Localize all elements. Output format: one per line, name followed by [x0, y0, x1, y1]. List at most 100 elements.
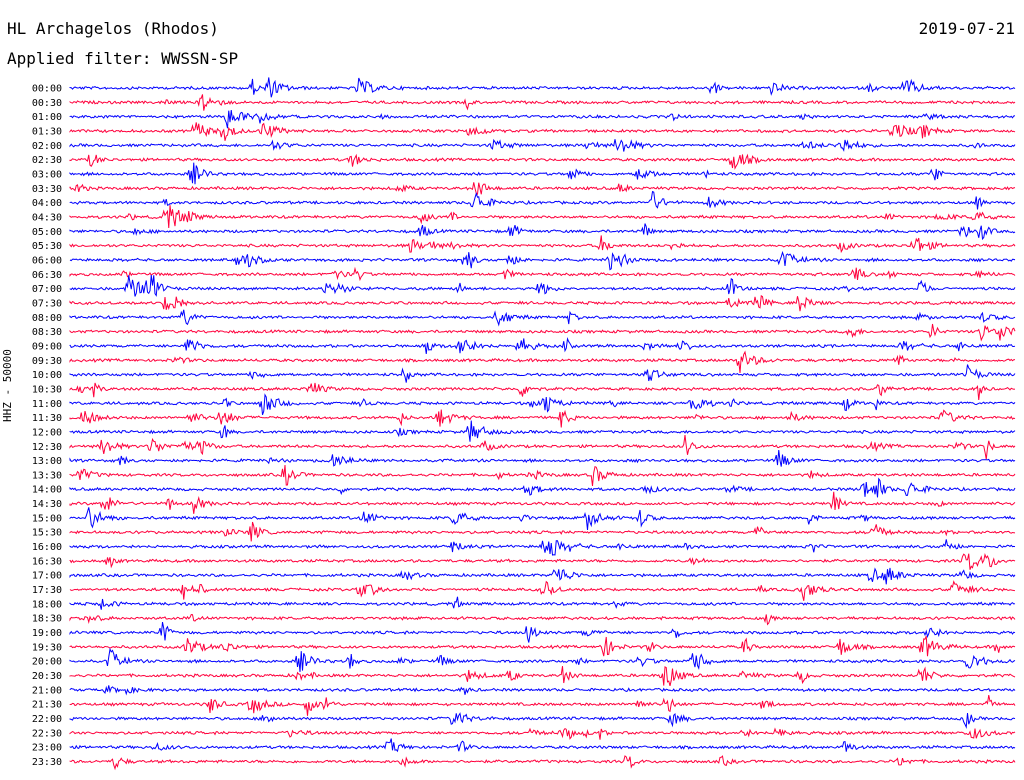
time-label: 19:00 [32, 628, 62, 639]
time-label: 22:00 [32, 714, 62, 725]
trace-line [69, 539, 1016, 556]
time-label: 12:30 [32, 442, 62, 453]
trace-line [69, 580, 1016, 601]
trace-line [69, 382, 1016, 401]
time-label: 03:30 [32, 184, 62, 195]
time-label: 02:00 [32, 141, 62, 152]
trace-line [69, 235, 1016, 254]
time-label: 07:00 [32, 284, 62, 295]
time-label: 05:00 [32, 227, 62, 238]
time-label: 17:30 [32, 585, 62, 596]
trace-line [69, 596, 1016, 610]
trace-line [69, 755, 1016, 771]
time-label: 01:00 [32, 112, 62, 123]
time-label: 04:00 [32, 198, 62, 209]
trace-line [69, 420, 1016, 442]
trace-line [69, 266, 1016, 282]
filter-label: Applied filter: WWSSN-SP [7, 49, 239, 68]
station-title: HL Archagelos (Rhodos) [7, 19, 219, 38]
trace-line [69, 153, 1016, 170]
trace-line [69, 94, 1016, 111]
trace-line [69, 685, 1016, 696]
time-label: 18:00 [32, 599, 62, 610]
time-label: 03:00 [32, 169, 62, 180]
time-label: 23:00 [32, 743, 62, 754]
time-label: 02:30 [32, 155, 62, 166]
time-label: 11:30 [32, 413, 62, 424]
trace-line [69, 666, 1016, 687]
time-label: 05:30 [32, 241, 62, 252]
trace-line [69, 275, 1016, 297]
trace-line [69, 323, 1016, 342]
trace-line [69, 190, 1016, 210]
time-label: 06:00 [32, 255, 62, 266]
time-label: 21:30 [32, 700, 62, 711]
trace-line [69, 450, 1016, 467]
time-label: 13:30 [32, 470, 62, 481]
time-label: 08:00 [32, 313, 62, 324]
trace-line [69, 552, 1016, 570]
trace-line [69, 622, 1016, 643]
time-label: 14:00 [32, 485, 62, 496]
time-label: 19:30 [32, 642, 62, 653]
trace-line [69, 435, 1016, 460]
trace-line [69, 727, 1016, 740]
time-label: 20:30 [32, 671, 62, 682]
trace-line [69, 567, 1016, 585]
trace-line [69, 223, 1016, 241]
trace-line [69, 350, 1016, 373]
trace-line [69, 695, 1016, 716]
trace-line [69, 613, 1016, 626]
trace-line [69, 110, 1016, 129]
trace-line [69, 409, 1016, 428]
time-label: 00:00 [32, 84, 62, 95]
trace-line [69, 507, 1016, 531]
time-label: 15:00 [32, 513, 62, 524]
trace-line [69, 205, 1016, 229]
time-label: 20:00 [32, 657, 62, 668]
trace-line [69, 712, 1016, 730]
trace-line [69, 162, 1016, 185]
trace-line [69, 738, 1016, 753]
time-label: 09:30 [32, 356, 62, 367]
time-label: 16:30 [32, 556, 62, 567]
trace-line [69, 393, 1016, 415]
trace-line [69, 647, 1016, 672]
trace-line [69, 636, 1016, 657]
time-label: 21:00 [32, 685, 62, 696]
trace-line [69, 182, 1016, 196]
trace-line [69, 491, 1016, 514]
time-label: 10:00 [32, 370, 62, 381]
trace-line [69, 122, 1016, 141]
time-label: 10:30 [32, 384, 62, 395]
time-label: 23:30 [32, 757, 62, 768]
trace-line [69, 250, 1016, 271]
time-label: 16:00 [32, 542, 62, 553]
trace-line [69, 336, 1016, 354]
trace-line [69, 464, 1016, 486]
time-label: 13:00 [32, 456, 62, 467]
trace-line [69, 77, 1016, 98]
trace-line [69, 364, 1016, 383]
time-label: 12:00 [32, 427, 62, 438]
time-label: 14:30 [32, 499, 62, 510]
trace-line [69, 309, 1016, 327]
time-label: 06:30 [32, 270, 62, 281]
trace-lines [69, 77, 1016, 771]
trace-line [69, 294, 1016, 312]
time-label: 17:00 [32, 571, 62, 582]
trace-line [69, 138, 1016, 152]
time-label: 07:30 [32, 298, 62, 309]
time-label: 18:30 [32, 614, 62, 625]
time-label: 00:30 [32, 98, 62, 109]
trace-line [69, 521, 1016, 542]
time-label: 09:00 [32, 341, 62, 352]
time-label: 11:00 [32, 399, 62, 410]
time-label: 15:30 [32, 528, 62, 539]
trace-line [69, 477, 1016, 498]
time-label: 04:30 [32, 212, 62, 223]
time-labels: 00:00 00:30 01:00 01:30 02:00 02:30 03:00 03:30… [32, 84, 62, 769]
time-label: 08:30 [32, 327, 62, 338]
time-label: 22:30 [32, 728, 62, 739]
